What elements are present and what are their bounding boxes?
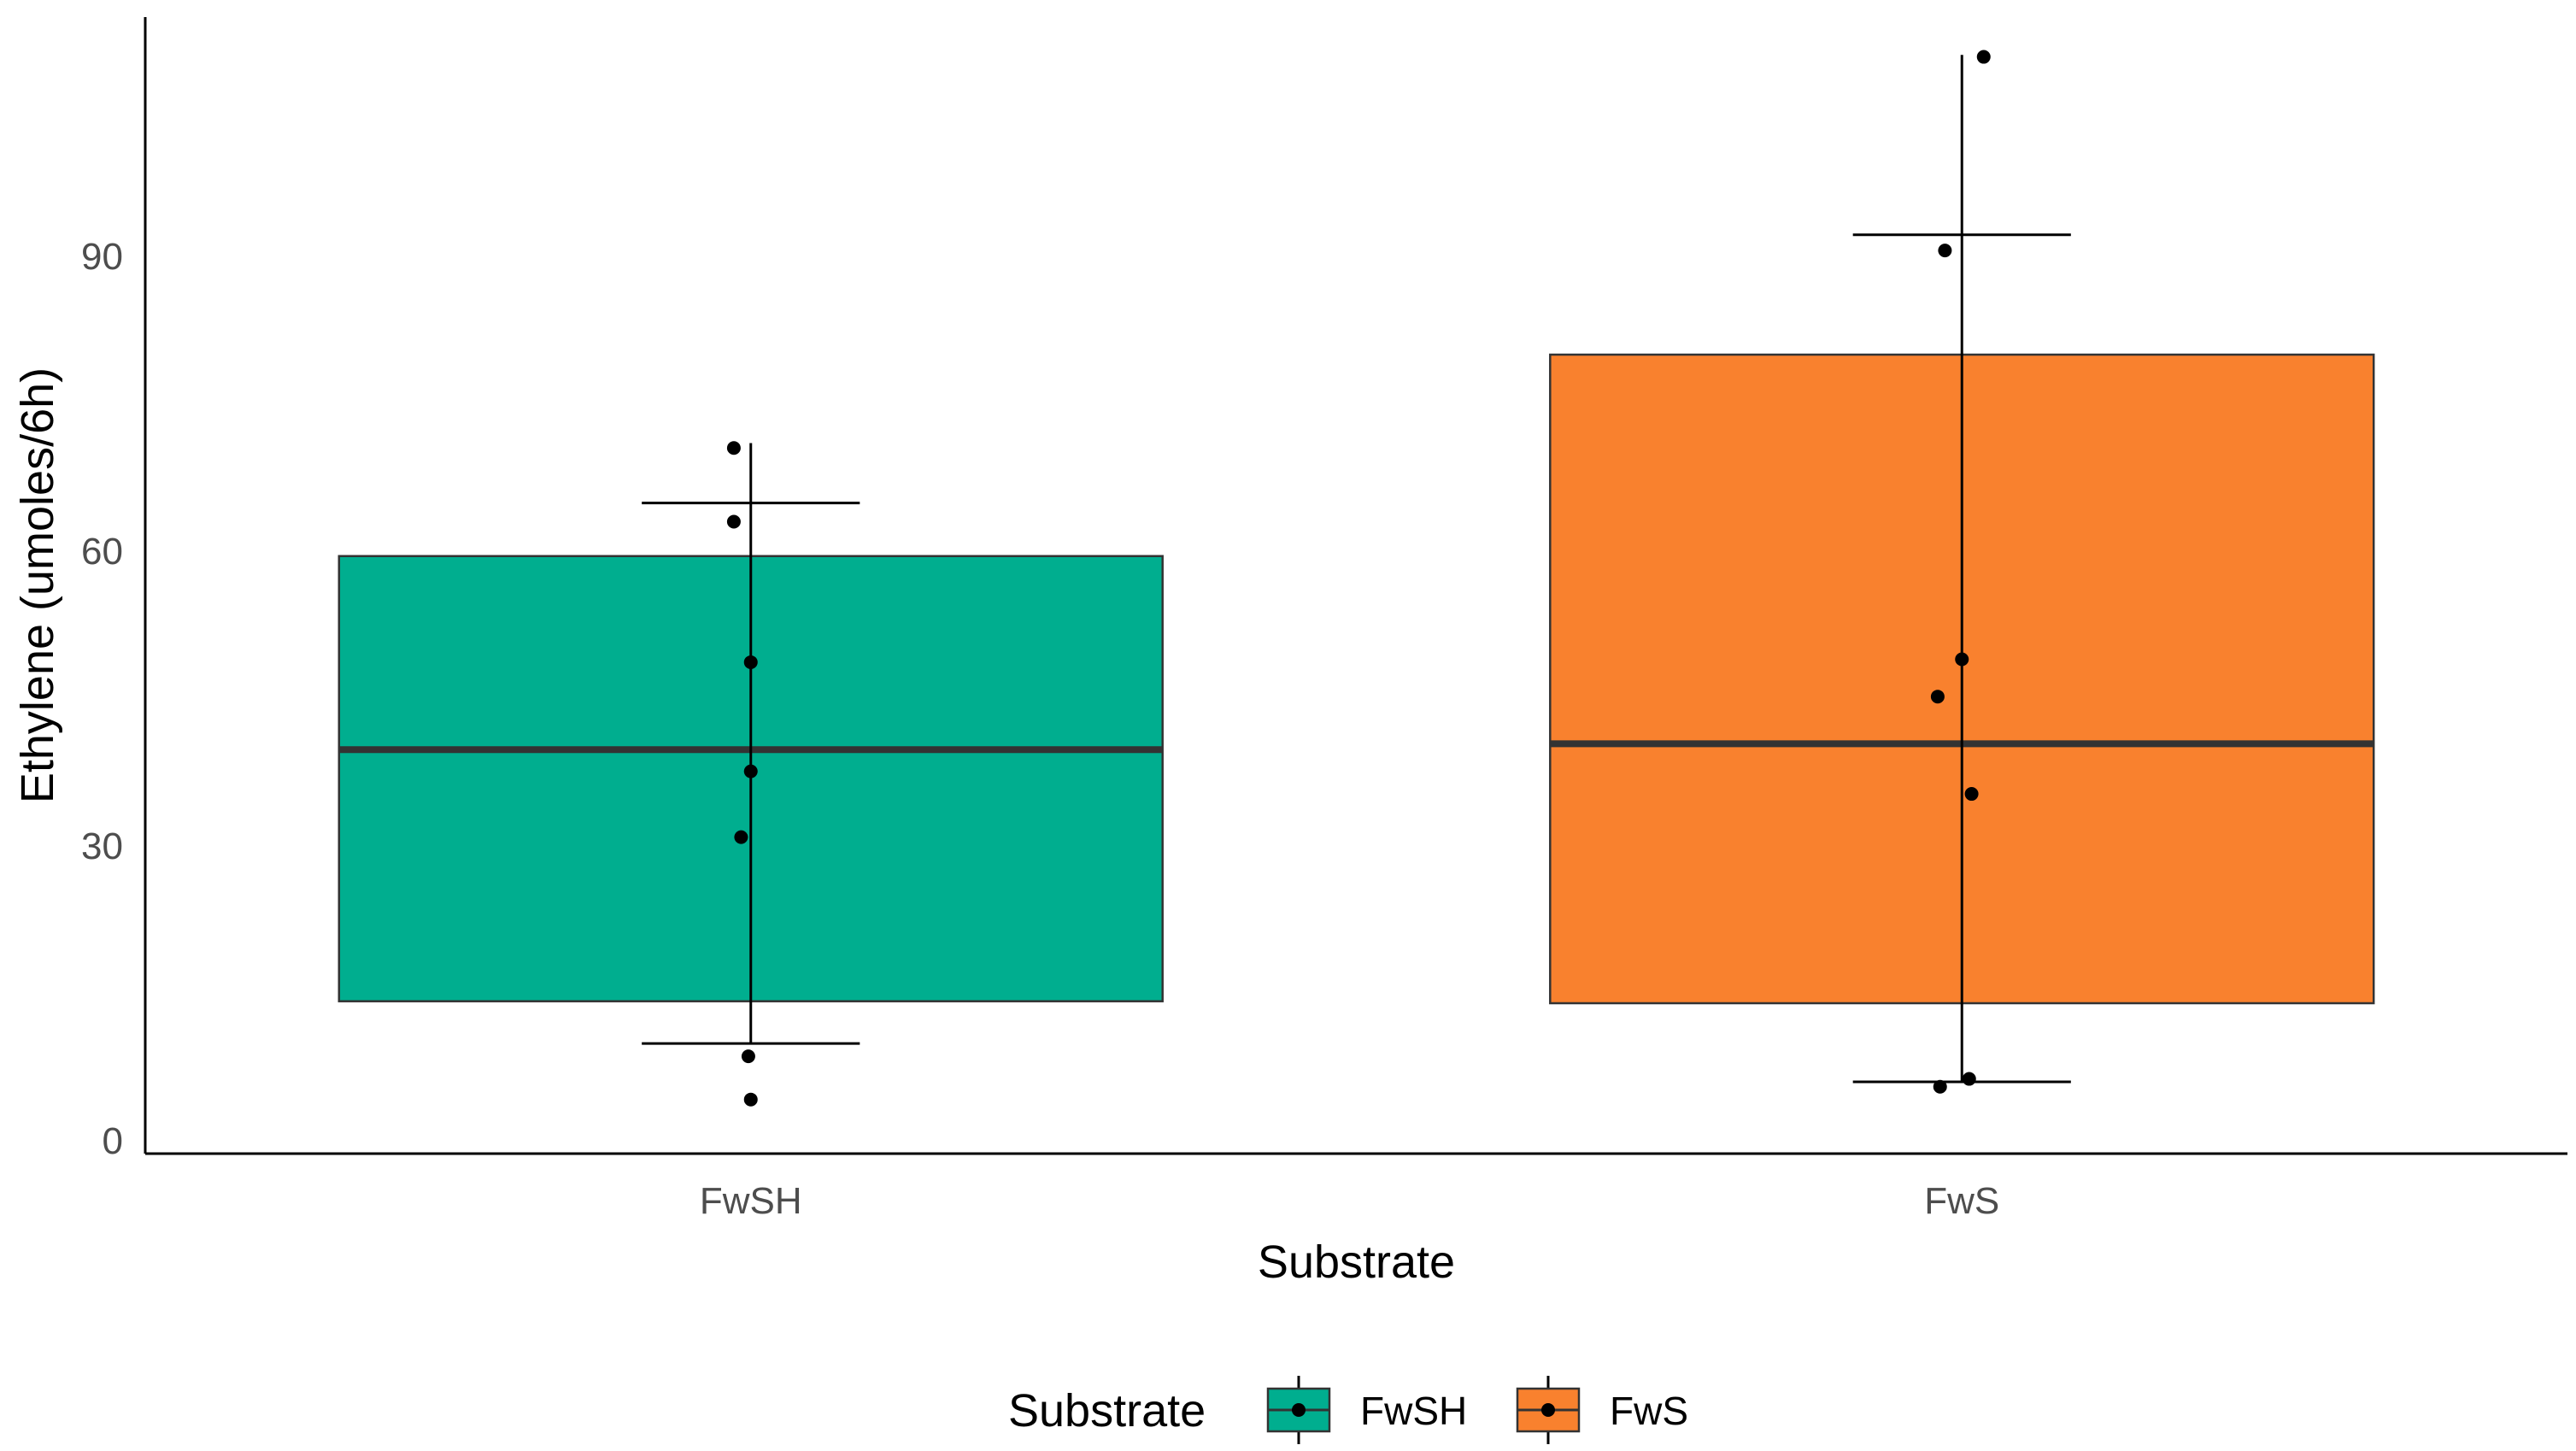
y-axis-title: Ethylene (umoles/6h) bbox=[12, 367, 63, 803]
data-point bbox=[1930, 690, 1945, 704]
y-tick-label: 0 bbox=[103, 1120, 123, 1162]
data-point bbox=[1964, 787, 1979, 802]
legend-items: FwSH FwS bbox=[1266, 1376, 1688, 1444]
data-point bbox=[734, 830, 748, 844]
box-group-fws bbox=[1549, 50, 2375, 1094]
y-tick-label: 60 bbox=[81, 531, 123, 573]
legend-item-fwsh: FwSH bbox=[1266, 1376, 1467, 1444]
x-tick-label: FwSH bbox=[700, 1180, 802, 1222]
legend-key-point bbox=[1292, 1403, 1306, 1417]
data-point bbox=[741, 1049, 755, 1064]
data-point bbox=[1955, 652, 1969, 667]
x-axis-ticks: FwSH FwS bbox=[700, 1180, 1999, 1222]
legend-title: Substrate bbox=[1008, 1385, 1206, 1436]
legend-label: FwS bbox=[1610, 1389, 1688, 1433]
data-point bbox=[743, 764, 758, 778]
axes: 0 30 60 90 FwSH FwS Substrate Ethylene (umol… bbox=[12, 17, 2567, 1288]
legend: Substrate FwSH FwS bbox=[1008, 1376, 1688, 1444]
plot-area bbox=[337, 50, 2375, 1107]
box-group-fwsh bbox=[337, 441, 1164, 1107]
data-point bbox=[743, 1092, 758, 1107]
y-axis-ticks: 0 30 60 90 bbox=[81, 236, 123, 1162]
data-point bbox=[1938, 244, 1952, 258]
data-point bbox=[1933, 1079, 1947, 1094]
data-point bbox=[1962, 1072, 1976, 1086]
y-tick-label: 90 bbox=[81, 236, 123, 278]
data-point bbox=[1976, 50, 1991, 64]
data-point bbox=[726, 441, 741, 455]
legend-item-fws: FwS bbox=[1516, 1376, 1688, 1444]
x-axis-title: Substrate bbox=[1258, 1237, 1455, 1288]
legend-label: FwSH bbox=[1360, 1389, 1467, 1433]
y-tick-label: 30 bbox=[81, 825, 123, 867]
data-point bbox=[743, 655, 758, 669]
x-tick-label: FwS bbox=[1924, 1180, 1999, 1222]
data-point bbox=[726, 514, 741, 529]
legend-key-point bbox=[1541, 1403, 1555, 1417]
